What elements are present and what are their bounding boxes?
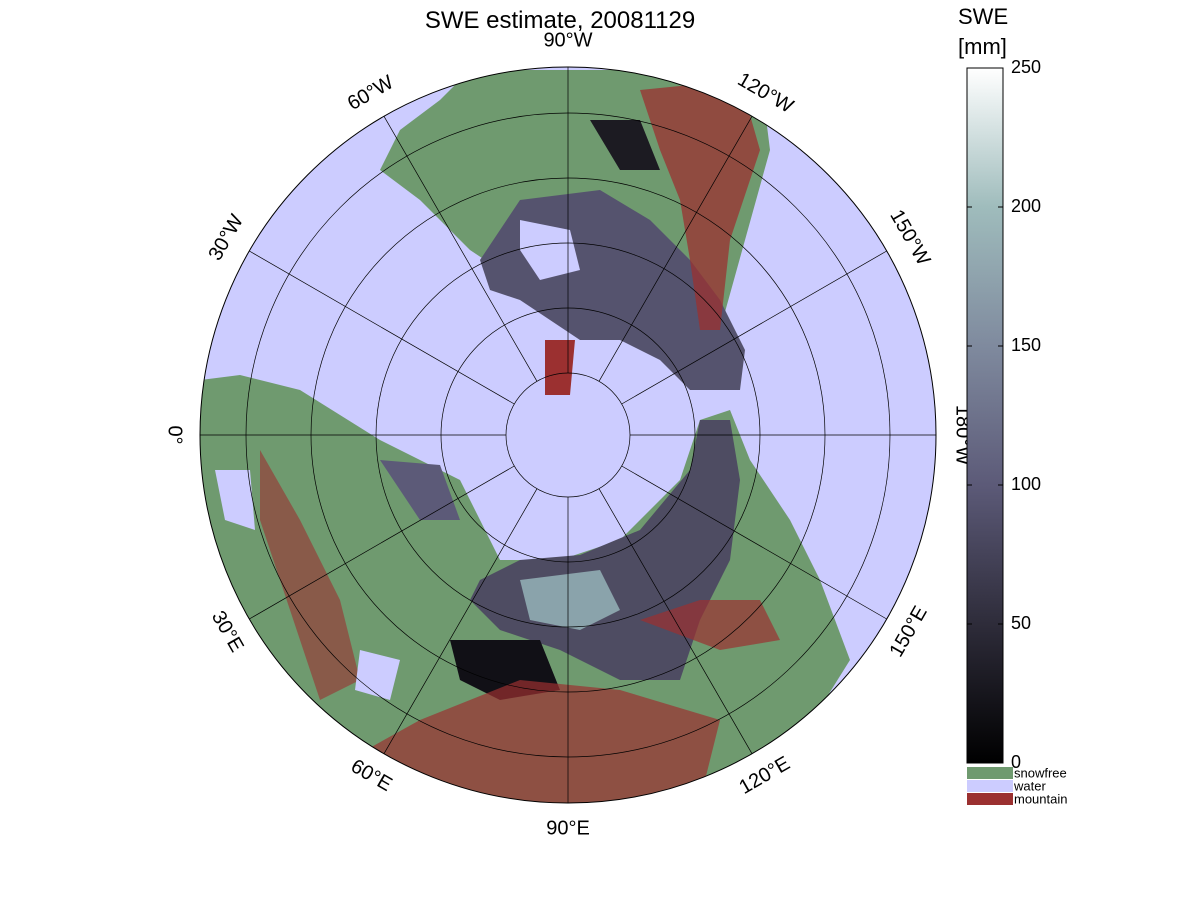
colorbar-tick-label: 250 — [1011, 57, 1041, 77]
mountain — [640, 80, 760, 330]
legend-label: mountain — [1014, 791, 1067, 806]
legend-label: water — [1013, 778, 1046, 793]
mountain — [545, 340, 575, 395]
colorbar-tick-label: 150 — [1011, 335, 1041, 355]
colorbar: 0 50 100 150 200 250 — [966, 57, 1041, 772]
mountain — [260, 450, 360, 700]
legend-label: snowfree — [1014, 765, 1067, 780]
graticule — [200, 67, 936, 803]
meridian-line — [383, 488, 538, 754]
map-title: SWE estimate, 20081129 — [425, 7, 695, 34]
colorbar-label: [mm] — [958, 34, 1007, 59]
meridian-label: 120°W — [734, 69, 797, 118]
meridian-line — [598, 116, 753, 382]
snow-cover — [590, 120, 660, 170]
water-body — [215, 470, 400, 700]
meridian-label: 120°E — [735, 752, 793, 798]
meridian-line — [249, 250, 515, 405]
meridian-label: 0° — [164, 425, 186, 444]
meridian-label: 30°E — [207, 607, 248, 656]
land — [200, 70, 850, 803]
meridian-label: 90°W — [543, 29, 592, 51]
meridian-line — [598, 488, 753, 754]
map-frame — [199, 66, 937, 804]
meridian-line — [621, 250, 887, 405]
meridian-label: 90°E — [546, 817, 590, 839]
legend-swatch — [967, 767, 1013, 779]
snow-cover — [520, 570, 620, 630]
meridian-label: 150°E — [885, 602, 931, 660]
meridian-line — [249, 465, 515, 620]
colorbar-tick-label: 100 — [1011, 474, 1041, 494]
meridian-label: 60°E — [347, 755, 396, 796]
legend-swatch — [967, 793, 1013, 805]
meridian-line — [621, 465, 887, 620]
colorbar-tick-label: 50 — [1011, 613, 1031, 633]
mountain — [640, 600, 780, 650]
meridian-line — [383, 116, 538, 382]
legend-swatch — [967, 780, 1013, 792]
colorbar-label: SWE — [958, 4, 1008, 29]
water-body — [520, 220, 580, 280]
colorbar-scale — [966, 67, 1004, 764]
colorbar-tick-label: 0 — [1011, 752, 1021, 772]
meridian-label: 150°W — [885, 206, 934, 269]
colorbar-tick-label: 200 — [1011, 196, 1041, 216]
snow-cover — [380, 460, 460, 520]
meridian-label: 60°W — [344, 71, 398, 115]
meridian-label: 30°W — [204, 211, 248, 265]
